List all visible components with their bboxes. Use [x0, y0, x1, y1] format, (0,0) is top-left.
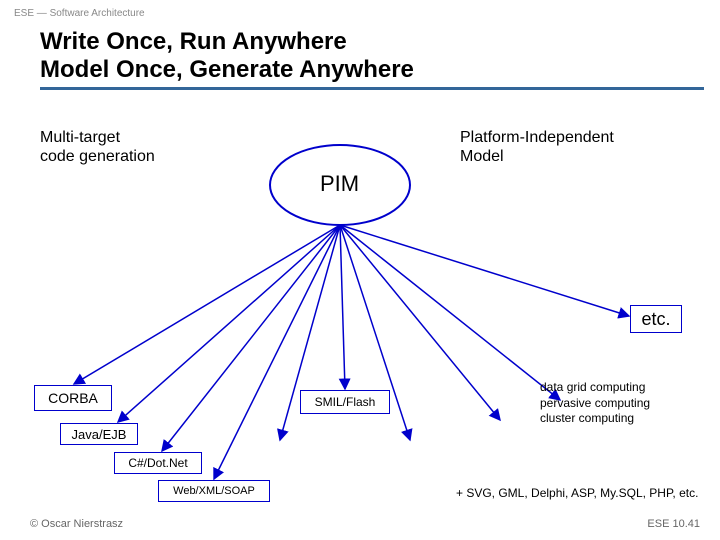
annotation-plus-etc: + SVG, GML, Delphi, ASP, My.SQL, PHP, et…	[456, 486, 698, 502]
pim-label: PIM	[320, 171, 359, 197]
annotation-datagrid-l2: pervasive computing	[540, 396, 650, 410]
box-csharp: C#/Dot.Net	[114, 452, 202, 474]
box-corba: CORBA	[34, 385, 112, 411]
box-webxml: Web/XML/SOAP	[158, 480, 270, 502]
footer-pagenum: ESE 10.41	[647, 518, 700, 530]
annotation-datagrid-l1: data grid computing	[540, 380, 645, 394]
footer-copyright: © Oscar Nierstrasz	[30, 518, 123, 530]
box-smil: SMIL/Flash	[300, 390, 390, 414]
box-etc: etc.	[630, 305, 682, 333]
diagram-svg	[0, 0, 720, 540]
box-javaejb: Java/EJB	[60, 423, 138, 445]
annotation-datagrid: data grid computing pervasive computing …	[540, 380, 650, 427]
annotation-datagrid-l3: cluster computing	[540, 411, 634, 425]
